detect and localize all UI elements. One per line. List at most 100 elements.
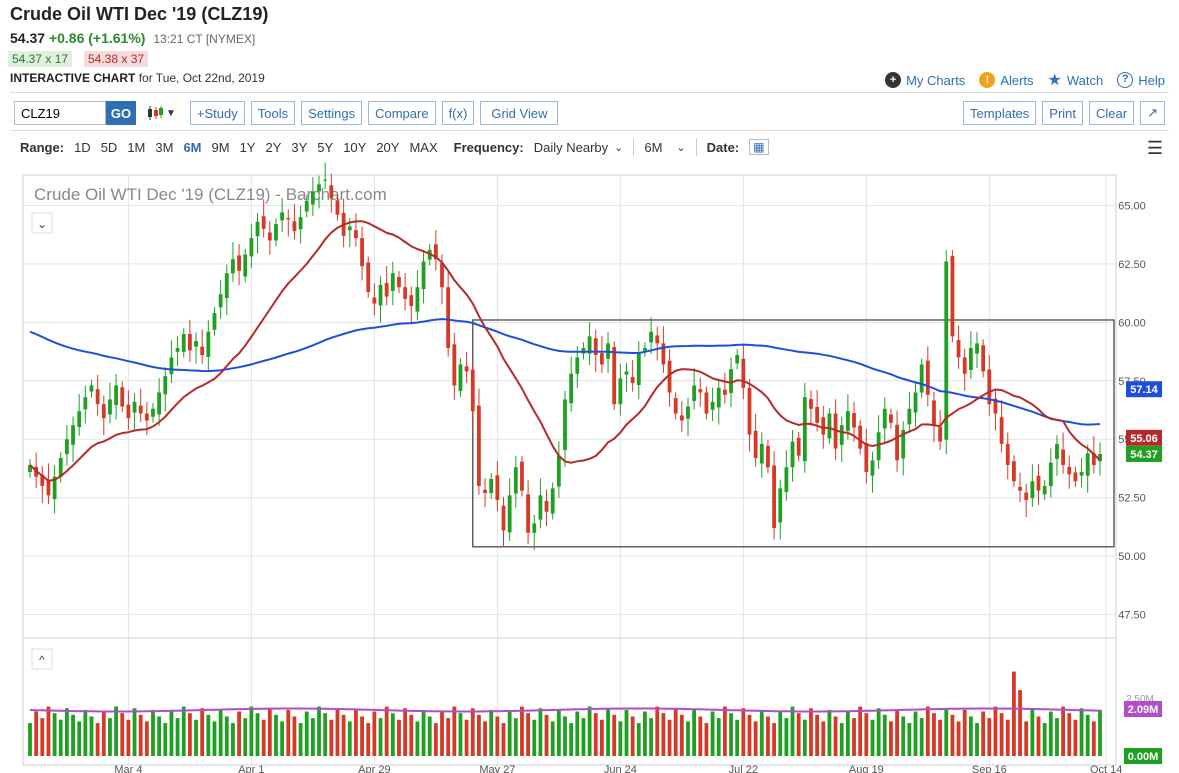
candle-body <box>741 358 746 388</box>
candle-body <box>839 425 844 445</box>
expand-button[interactable]: ↗ <box>1140 101 1165 125</box>
candle-body <box>298 217 303 230</box>
moving-averages <box>29 220 1101 482</box>
range-option-1y[interactable]: 1Y <box>239 139 256 155</box>
hamburger-menu-icon[interactable]: ☰ <box>1146 138 1163 158</box>
help-label: Help <box>1138 72 1165 88</box>
candle-body <box>772 465 776 529</box>
volume-bar <box>1048 711 1053 756</box>
volume-bar <box>864 713 869 756</box>
compare-button[interactable]: Compare <box>368 101 436 125</box>
volume-bar <box>809 708 813 756</box>
fx-button[interactable]: f(x) <box>441 101 475 125</box>
tools-button[interactable]: Tools <box>250 101 296 125</box>
candle-body <box>753 430 758 458</box>
volume-bar <box>34 711 39 756</box>
candle-body <box>101 404 106 419</box>
volume-bar <box>722 706 727 756</box>
instrument-title: Crude Oil WTI Dec '19 (CLZ19) <box>10 4 269 24</box>
candle-body <box>938 427 943 442</box>
volume-bar <box>341 714 346 756</box>
help-link[interactable]: ? Help <box>1117 72 1165 88</box>
candle-body <box>766 445 770 468</box>
volume-bar <box>661 713 666 756</box>
volume-bar <box>532 719 537 756</box>
clear-button[interactable]: Clear <box>1089 101 1135 125</box>
y-tick-label: 50.00 <box>1118 551 1146 563</box>
candle-body <box>599 353 604 365</box>
range-option-6m[interactable]: 6M <box>183 139 202 155</box>
volume-bar <box>876 708 881 756</box>
range-option-5d[interactable]: 5D <box>100 139 118 155</box>
candle-body <box>612 347 617 405</box>
symbol-input[interactable] <box>14 101 106 125</box>
candle-body <box>802 397 807 462</box>
frequency-select[interactable]: Daily Nearby ⌄ <box>534 140 624 155</box>
settings-button[interactable]: Settings <box>301 101 363 125</box>
ma-slow-line <box>29 318 1101 426</box>
range-option-9m[interactable]: 9M <box>211 139 230 155</box>
volume-bar <box>833 716 838 756</box>
volume-bar <box>212 721 217 756</box>
candle-body <box>759 443 764 464</box>
volume-bar <box>550 721 555 756</box>
candle-body <box>1067 466 1072 475</box>
go-button[interactable]: GO <box>106 101 136 125</box>
volume-bar <box>335 708 340 756</box>
volume-bar <box>975 723 979 756</box>
range-option-2y[interactable]: 2Y <box>265 139 282 155</box>
range-option-5y[interactable]: 5Y <box>317 139 334 155</box>
volume-bar <box>593 713 598 756</box>
candle-body <box>520 461 524 491</box>
volume-bar <box>538 708 543 756</box>
alerts-label: Alerts <box>1000 72 1034 88</box>
period-select[interactable]: 6M ⌄ <box>644 140 685 155</box>
volume-bar <box>747 714 752 756</box>
candle-body <box>1079 471 1084 476</box>
volume-bar <box>993 706 998 756</box>
candle-body <box>722 389 727 395</box>
my-charts-link[interactable]: + My Charts <box>885 72 965 88</box>
calendar-icon[interactable]: ▦ <box>749 139 769 155</box>
range-option-1m[interactable]: 1M <box>127 139 146 155</box>
volume-bar <box>169 711 174 756</box>
candle-body <box>360 238 364 267</box>
range-option-3m[interactable]: 3M <box>155 139 174 155</box>
candle-body <box>1061 449 1066 465</box>
range-option-20y[interactable]: 20Y <box>376 139 400 155</box>
study-button[interactable]: +Study <box>189 101 245 125</box>
templates-button[interactable]: Templates <box>963 101 1037 125</box>
chart-type-selector[interactable]: ▼ <box>146 105 176 121</box>
volume-bar <box>470 708 475 756</box>
candle-body <box>89 385 94 392</box>
chart-label: INTERACTIVE CHART <box>10 71 136 85</box>
volume-bar <box>655 706 660 756</box>
candle-body <box>698 389 703 393</box>
volume-bar <box>255 713 260 756</box>
candle-body <box>784 467 789 493</box>
range-box <box>472 319 1115 548</box>
range-option-1d[interactable]: 1D <box>74 139 91 155</box>
candle-body <box>729 369 733 393</box>
alerts-link[interactable]: ! Alerts <box>979 72 1034 88</box>
collapse-button[interactable] <box>31 212 53 234</box>
candle-body <box>895 424 899 461</box>
ma-slow-label: 57.14 <box>1130 384 1158 396</box>
my-charts-label: My Charts <box>906 72 966 88</box>
range-option-3y[interactable]: 3Y <box>291 139 308 155</box>
candle-body <box>255 221 260 237</box>
grid-view-button[interactable]: Grid View <box>480 101 559 125</box>
watch-link[interactable]: ★ Watch <box>1048 70 1104 90</box>
expand-volume-button[interactable] <box>31 648 53 670</box>
candle-body <box>464 366 469 372</box>
range-option-max[interactable]: MAX <box>409 139 438 155</box>
volume-bar <box>852 718 856 756</box>
volume-bar <box>735 719 740 756</box>
watch-label: Watch <box>1066 72 1104 88</box>
print-button[interactable]: Print <box>1042 101 1084 125</box>
range-option-10y[interactable]: 10Y <box>343 139 367 155</box>
volume-bar <box>845 711 850 756</box>
candle-body <box>267 232 272 241</box>
volume-bar <box>716 718 721 756</box>
